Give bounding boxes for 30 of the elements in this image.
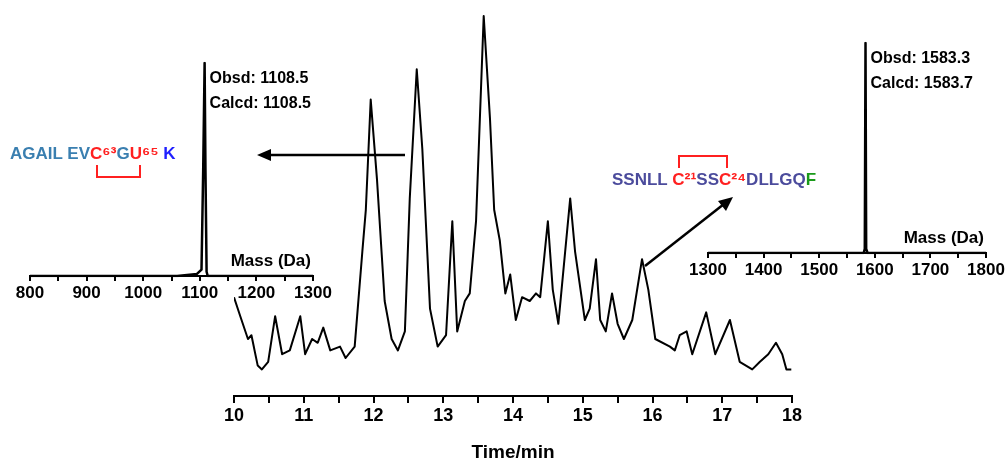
- x-tick-label: 1300: [294, 282, 332, 302]
- annotation: Calcd: 1583.7: [870, 74, 973, 91]
- x-tick-label: 1600: [855, 259, 894, 279]
- x-tick-label: 1400: [744, 259, 783, 279]
- x-tick-label: 900: [72, 282, 101, 302]
- x-tick-label: 14: [502, 404, 524, 425]
- x-axis-title: Mass (Da): [903, 228, 984, 248]
- x-tick-label: 18: [781, 404, 803, 425]
- text: AGAIL EVC⁶³GU⁶⁵ K: [10, 143, 176, 163]
- x-tick-label: 15: [572, 404, 593, 425]
- x-tick-label: 11: [294, 404, 314, 425]
- annotation: Obsd: 1583.3: [870, 49, 971, 66]
- x-tick-label: 1700: [911, 259, 950, 279]
- x-tick-label: 1500: [800, 259, 839, 279]
- x-tick-label: 1800: [967, 259, 1005, 279]
- x-tick-label: 800: [15, 282, 45, 302]
- x-axis-title: Time/min: [471, 440, 555, 462]
- x-tick-label: 16: [642, 404, 663, 425]
- x-tick-label: 1200: [237, 282, 276, 302]
- annotation: Calcd: 1108.5: [209, 94, 312, 111]
- annotation: Obsd: 1108.5: [209, 69, 309, 86]
- text: SSNLL C²¹SSC²⁴DLLGQF: [612, 169, 817, 189]
- x-tick-label: 1100: [181, 282, 219, 302]
- x-tick-label: 13: [433, 404, 454, 425]
- x-tick-label: 10: [223, 404, 245, 425]
- x-tick-label: 1000: [124, 282, 163, 302]
- x-tick-label: 17: [712, 404, 733, 425]
- x-tick-label: 12: [363, 404, 384, 425]
- x-axis-title: Mass (Da): [230, 251, 311, 271]
- x-tick-label: 1300: [689, 259, 727, 279]
